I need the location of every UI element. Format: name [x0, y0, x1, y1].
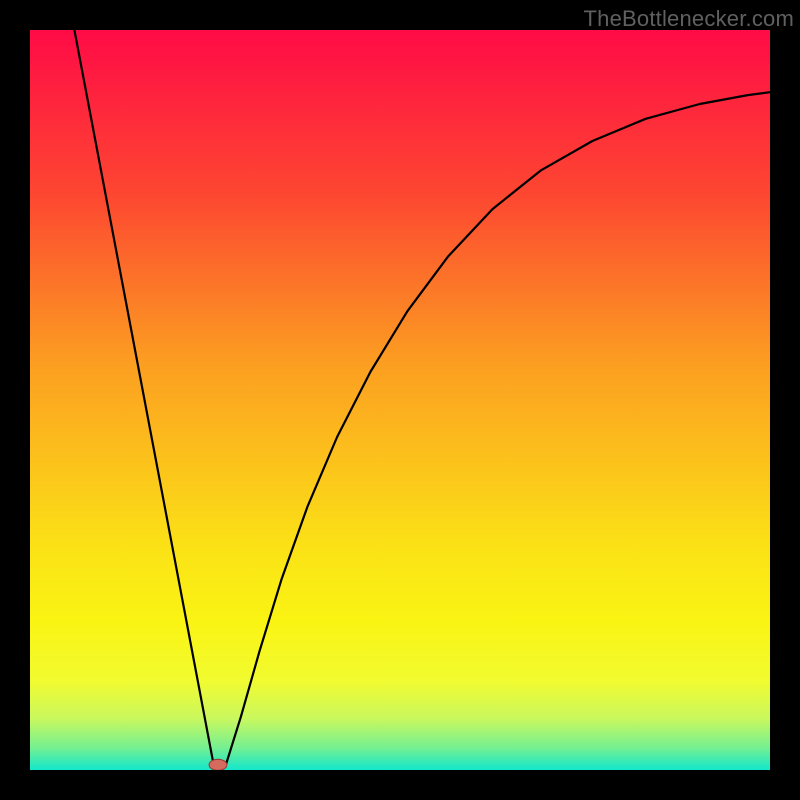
- watermark-text: TheBottlenecker.com: [584, 6, 794, 32]
- optimal-point-marker: [209, 759, 227, 770]
- chart-container: TheBottlenecker.com: [0, 0, 800, 800]
- plot-background: [30, 30, 770, 770]
- chart-svg: [30, 30, 770, 770]
- plot-area: [30, 30, 770, 770]
